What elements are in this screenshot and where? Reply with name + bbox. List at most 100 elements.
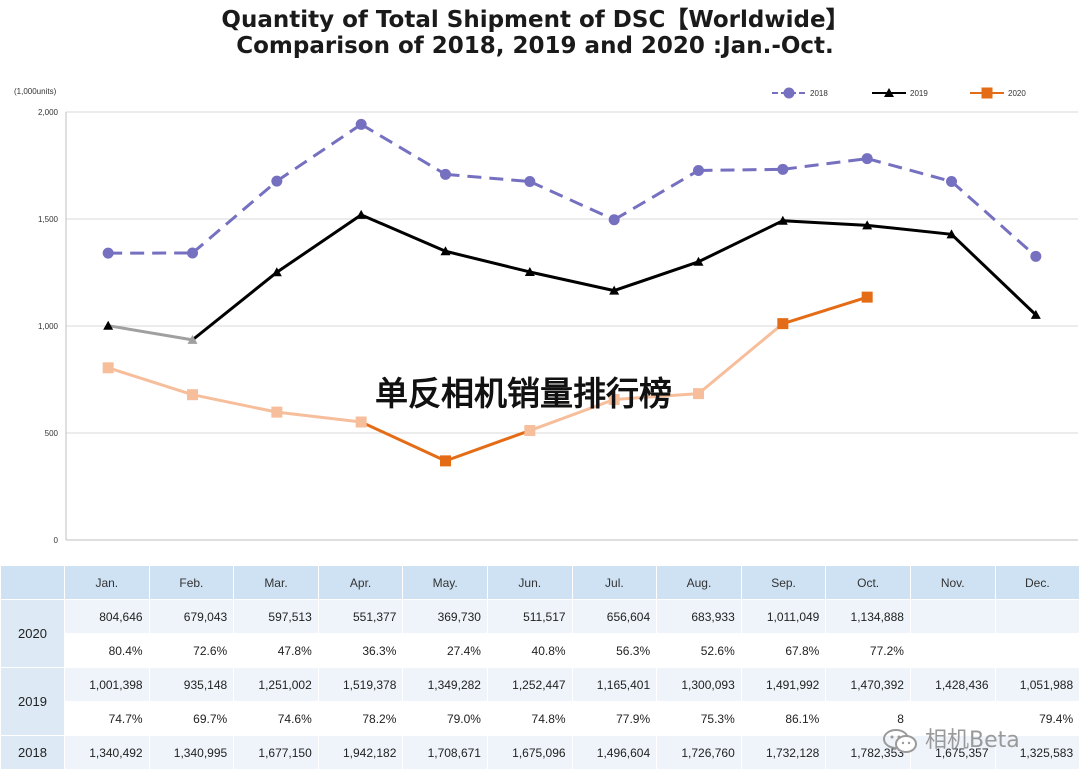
series-segment — [275, 123, 363, 183]
legend-label-2020: 2020 — [1008, 89, 1026, 98]
year-cell: 2020 — [0, 599, 65, 668]
series-segment — [360, 123, 447, 176]
data-point — [440, 168, 451, 180]
percent-cell: 79.4% — [994, 701, 1080, 736]
series-segment — [192, 393, 278, 414]
grid-lines — [66, 111, 1078, 434]
percent-cell — [909, 633, 996, 668]
series-segment — [191, 271, 278, 342]
wechat-icon — [883, 729, 917, 753]
series-segment — [866, 157, 952, 183]
value-cell — [909, 599, 996, 634]
value-cell: 683,933 — [656, 599, 742, 634]
percent-cell: 74.7% — [64, 701, 150, 736]
value-cell: 1,942,182 — [317, 735, 404, 770]
percent-cell: 69.7% — [148, 701, 235, 736]
data-point — [524, 266, 535, 276]
data-point — [102, 247, 114, 259]
series-segment — [782, 219, 868, 227]
value-cell: 1,428,436 — [909, 667, 996, 702]
month-header: Feb. — [148, 565, 235, 600]
month-header: Jul. — [571, 565, 658, 600]
data-point — [862, 220, 873, 230]
data-point — [187, 389, 198, 401]
chart-subtitle: Comparison of 2018, 2019 and 2020 :Jan.-… — [236, 33, 834, 59]
data-point — [102, 362, 114, 374]
data-point — [1030, 250, 1042, 262]
value-cell: 1,732,128 — [740, 735, 827, 770]
value-cell: 1,001,398 — [64, 667, 150, 702]
data-point — [783, 87, 795, 99]
table-row: 2018 1,340,492 1,340,995 1,677,150 1,942,182… — [0, 735, 1080, 770]
series-segment — [107, 366, 193, 397]
series-segment — [529, 180, 615, 222]
data-point — [884, 88, 894, 97]
month-header: Dec. — [994, 565, 1080, 600]
month-header: Jan. — [64, 565, 150, 600]
data-point — [608, 214, 620, 226]
percent-cell: 77.2% — [825, 633, 911, 668]
value-cell — [994, 599, 1080, 634]
table-row: 80.4% 72.6% 47.8% 36.3% 27.4% 40.8% 56.3% 52.6%… — [1, 633, 1080, 668]
data-point — [103, 320, 114, 330]
y-tick-label: 500 — [45, 429, 59, 438]
value-cell: 511,517 — [486, 599, 573, 634]
value-cell: 935,148 — [148, 667, 235, 702]
percent-cell: 74.6% — [233, 701, 319, 736]
data-point — [608, 393, 620, 405]
percent-cell: 52.6% — [656, 633, 742, 668]
series-segment — [950, 233, 1037, 316]
value-cell: 1,677,150 — [233, 735, 319, 770]
value-cell: 1,726,760 — [656, 735, 742, 770]
percent-cell: 77.9% — [571, 701, 658, 736]
chart-title: Quantity of Total Shipment of DSC【Worldw… — [221, 7, 849, 33]
month-header: Jun. — [486, 565, 573, 600]
series-segment — [698, 167, 783, 172]
y-tick-label: 2,000 — [38, 108, 59, 117]
series-segment — [107, 324, 193, 342]
data-point — [693, 388, 704, 400]
series-segment — [613, 169, 700, 222]
series-segment — [613, 260, 699, 293]
table-row: 2020 804,646 679,043 597,513 551,377 369,730 5… — [0, 599, 1080, 668]
value-cell: 1,470,392 — [825, 667, 911, 702]
series-segment — [697, 322, 784, 395]
year-cell: 2018 — [0, 735, 65, 770]
value-cell: 1,340,492 — [64, 735, 150, 770]
data-point — [271, 406, 283, 418]
series-segment — [360, 213, 447, 253]
series-segment — [191, 179, 278, 255]
data-point — [861, 291, 873, 303]
value-cell: 1,519,378 — [317, 667, 404, 702]
shipment-table: Jan. Feb. Mar. Apr. May. Jun. Jul. Aug. Sep. Oct.… — [0, 565, 1080, 770]
value-cell: 1,165,401 — [571, 667, 658, 702]
value-cell: 551,377 — [317, 599, 404, 634]
percent-cell: 80.4% — [64, 633, 150, 668]
series-segment — [360, 420, 447, 463]
data-point — [271, 267, 282, 277]
percent-cell: 36.3% — [317, 633, 404, 668]
series-segment — [275, 213, 363, 274]
value-cell: 1,011,049 — [740, 599, 827, 634]
data-point — [693, 256, 704, 266]
month-header: Oct. — [825, 565, 911, 600]
month-header: May. — [402, 565, 488, 600]
percent-cell: 40.8% — [486, 633, 573, 668]
percent-cell: 72.6% — [148, 633, 235, 668]
percent-cell — [909, 701, 996, 736]
value-cell: 1,134,888 — [825, 599, 911, 634]
value-cell: 804,646 — [64, 599, 150, 634]
data-point — [693, 164, 704, 176]
header-corner — [0, 565, 65, 600]
data-point — [861, 153, 873, 165]
series-segment — [445, 249, 531, 274]
overlay-caption: 单反相机销量排行榜 — [375, 374, 672, 413]
series-2020 — [102, 291, 873, 467]
percent-cell: 79.0% — [402, 701, 488, 736]
percent-cell: 74.8% — [486, 701, 573, 736]
data-point — [356, 209, 367, 219]
month-header: Sep. — [740, 565, 827, 600]
month-header: Aug. — [656, 565, 742, 600]
data-point — [946, 229, 957, 239]
